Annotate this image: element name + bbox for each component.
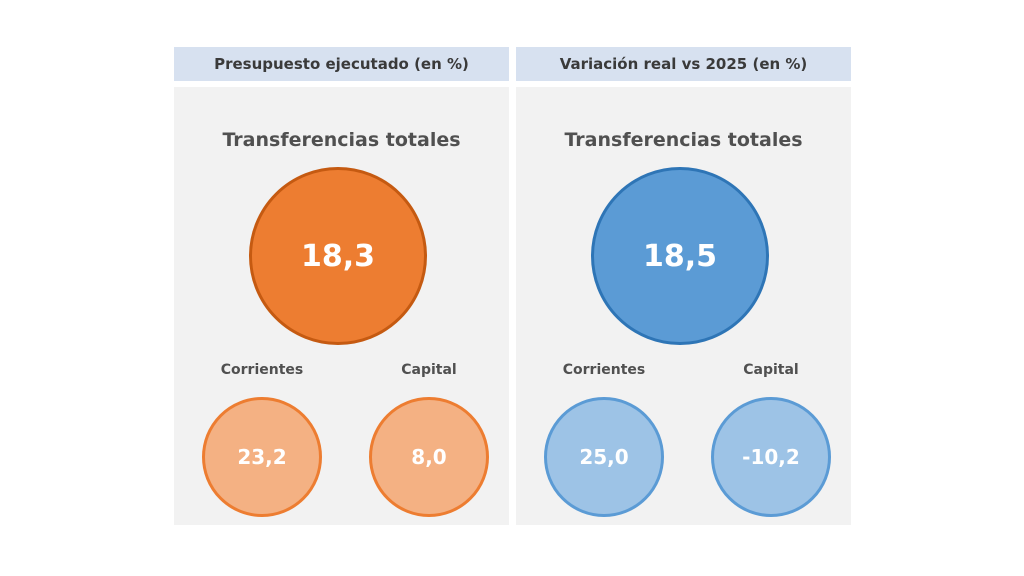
panel-header: Variación real vs 2025 (en %) [516, 47, 851, 81]
panel-budget-executed: Presupuesto ejecutado (en %) Transferenc… [174, 47, 509, 525]
current-label: Corrientes [220, 362, 304, 378]
capital-circle: -10,2 [711, 397, 831, 517]
panel-title: Transferencias totales [564, 129, 803, 151]
total-circle: 18,5 [591, 167, 769, 345]
panel-header: Presupuesto ejecutado (en %) [174, 47, 509, 81]
current-circle: 23,2 [202, 397, 322, 517]
capital-label: Capital [743, 362, 799, 378]
panel-title: Transferencias totales [222, 129, 461, 151]
capital-label: Capital [401, 362, 457, 378]
current-label: Corrientes [562, 362, 646, 378]
panel-real-variation: Variación real vs 2025 (en %) Transferen… [516, 47, 851, 525]
capital-circle: 8,0 [369, 397, 489, 517]
current-circle: 25,0 [544, 397, 664, 517]
total-circle: 18,3 [249, 167, 427, 345]
